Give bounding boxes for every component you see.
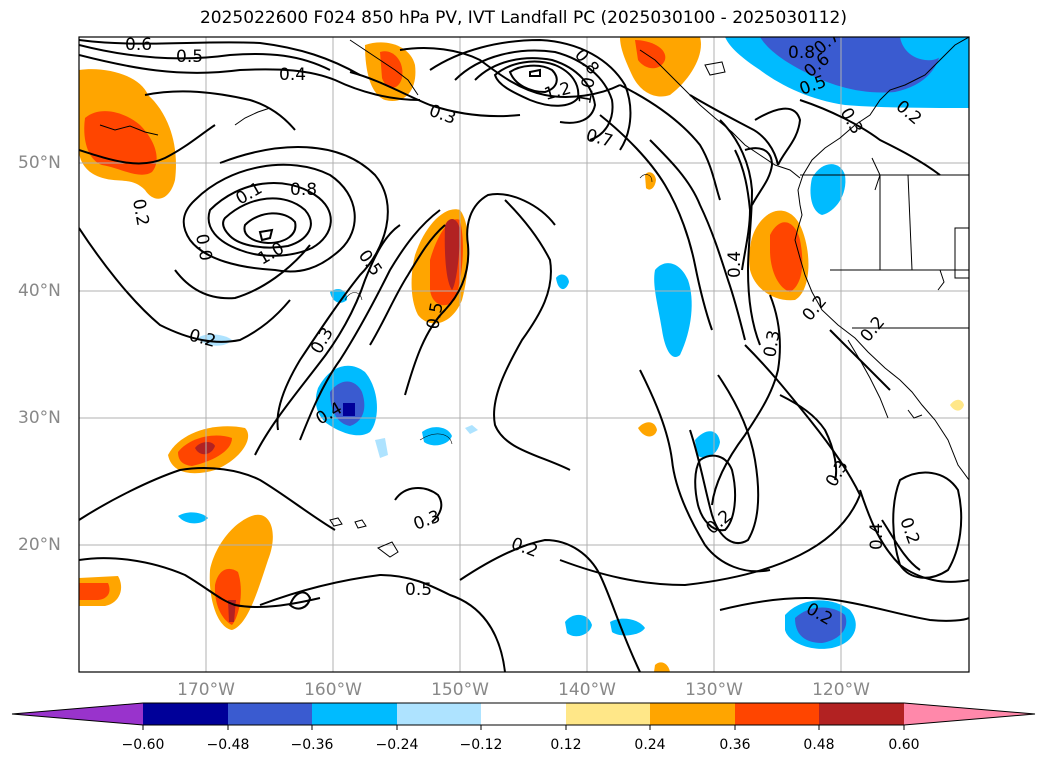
map-frame <box>78 36 970 673</box>
colorbar-extend-high <box>904 703 1035 725</box>
colorbar-tick-label: 0.36 <box>719 737 751 753</box>
colorbar-tick-label: −0.24 <box>375 737 419 753</box>
lon-tick-label: 170°W <box>177 680 235 700</box>
contour-label: 0.0 <box>191 232 215 262</box>
colorbar-segment <box>566 703 650 725</box>
lat-tick-label: 40°N <box>18 281 61 301</box>
lon-tick-label: 150°W <box>431 680 489 700</box>
colorbar-tick-label: 0.24 <box>634 737 666 753</box>
colorbar-tick-label: −0.12 <box>459 737 503 753</box>
colorbar-segment <box>650 703 735 725</box>
coastlines <box>99 37 969 558</box>
negative-shading <box>178 37 969 649</box>
lat-tick-label: 50°N <box>18 153 61 173</box>
shading-outlines <box>344 174 653 445</box>
lon-tick-label: 120°W <box>812 680 870 700</box>
colorbar-tick-label: −0.60 <box>121 737 165 753</box>
contour-label: 0.3 <box>760 329 784 359</box>
lon-tick-label: 160°W <box>304 680 362 700</box>
colorbar-segment <box>481 703 566 725</box>
contour-label: 0.5 <box>405 580 432 600</box>
colorbar-segment <box>228 703 312 725</box>
contour-label: 0.8 <box>290 180 317 200</box>
contour-label: 0.2 <box>128 197 152 227</box>
colorbar-tick-label: −0.36 <box>290 737 334 753</box>
colorbar <box>11 702 1036 730</box>
colorbar-segment <box>735 703 819 725</box>
contour-label: 0.4 <box>279 65 306 85</box>
lat-tick-label: 30°N <box>18 408 61 428</box>
contour-label: 0.6 <box>125 35 152 55</box>
contour-label: 0.4 <box>867 523 887 550</box>
contour-label: 0.4 <box>725 251 745 278</box>
colorbar-segment <box>312 703 397 725</box>
colorbar-tick-label: 0.60 <box>888 737 920 753</box>
colorbar-tick-label: −0.48 <box>206 737 250 753</box>
contour-label: 0.8 <box>788 43 815 63</box>
lon-tick-label: 140°W <box>558 680 616 700</box>
lat-tick-label: 20°N <box>18 535 61 555</box>
contour-label: 0.5 <box>423 301 447 331</box>
chart-title: 2025022600 F024 850 hPa PV, IVT Landfall… <box>199 8 847 28</box>
contour-label: 0.5 <box>176 47 203 67</box>
map-area: 0.6 0.5 0.4 0.3 0.8 1.2 1.0 0.7 0.8 0.7 … <box>79 35 969 672</box>
colorbar-tick-label: 0.48 <box>803 737 835 753</box>
colorbar-extend-low <box>12 703 143 725</box>
contour-label: 1.0 <box>575 76 599 106</box>
colorbar-segment <box>143 703 228 725</box>
lon-tick-label: 130°W <box>685 680 743 700</box>
pv-contours <box>79 38 969 672</box>
colorbar-tick-label: 0.12 <box>550 737 582 753</box>
positive-shading <box>79 37 964 672</box>
colorbar-segment <box>819 703 904 725</box>
colorbar-segment <box>397 703 481 725</box>
